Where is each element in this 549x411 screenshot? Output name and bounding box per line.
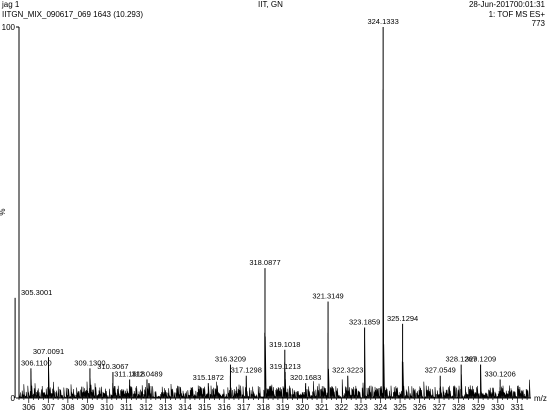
peak-label: 321.3149 (312, 292, 343, 301)
peak-label: 311.1618 (114, 369, 145, 378)
peak-label: 320.1683 (290, 373, 321, 382)
peak-label: 324.1333 (367, 17, 398, 26)
x-tick-label: 323 (354, 403, 368, 411)
x-tick-label: 319 (276, 403, 290, 411)
x-tick-label: 314 (178, 403, 192, 411)
x-tick-label: 324 (374, 403, 388, 411)
x-tick-label: 320 (296, 403, 310, 411)
spectrum-trace (18, 89, 531, 400)
x-tick-label: 318 (257, 403, 271, 411)
x-tick-label: 327 (432, 403, 446, 411)
x-tick-label: 315 (198, 403, 212, 411)
x-tick-label: 322 (335, 403, 349, 411)
x-tick-label: 317 (237, 403, 251, 411)
x-tick-label: 309 (81, 403, 95, 411)
x-tick-label: 326 (413, 403, 427, 411)
peak-label: 306.1100 (21, 358, 52, 367)
x-tick-label: 307 (42, 403, 56, 411)
peak-label: 322.3223 (332, 366, 363, 375)
y-tick-label: 100 (2, 23, 16, 32)
x-tick-label: 331 (511, 403, 525, 411)
scan-mode: 1: TOF MS ES+ (488, 10, 545, 19)
y-tick-label: 0 (11, 394, 16, 403)
instrument-site: IIT, GN (258, 0, 283, 9)
x-tick-label: 308 (61, 403, 75, 411)
peak-label: 329.1209 (465, 355, 496, 364)
peak-label: 309.1300 (74, 358, 105, 367)
x-tick-label: 310 (100, 403, 114, 411)
peak-label: 319.1213 (270, 362, 301, 371)
peak-label: 315.1872 (193, 373, 224, 382)
peak-label: 318.0877 (249, 258, 280, 267)
peak-label: 312.0489 (131, 369, 162, 378)
max-intensity: 773 (531, 19, 545, 28)
peak-label: 305.3001 (21, 288, 52, 297)
x-axis-label: m/z (534, 394, 547, 403)
x-tick-label: 328 (452, 403, 466, 411)
x-tick-label: 306 (22, 403, 36, 411)
x-tick-label: 321 (315, 403, 329, 411)
x-tick-label: 311 (120, 403, 133, 411)
peak-label: 310.3067 (97, 362, 128, 371)
x-tick-label: 312 (139, 403, 153, 411)
x-tick-label: 313 (159, 403, 173, 411)
peak-label: 325.1294 (387, 314, 418, 323)
peak-label: 316.3209 (215, 355, 246, 364)
sample-name: jag 1 (2, 0, 20, 9)
peak-label: 323.1859 (349, 318, 380, 327)
peak-label: 330.1206 (484, 369, 515, 378)
peak-label: 317.1298 (231, 366, 262, 375)
x-tick-label: 329 (472, 403, 486, 411)
peak-label: 319.1018 (269, 340, 300, 349)
peak-label: 328.1267 (446, 355, 477, 364)
x-tick-label: 330 (491, 403, 505, 411)
peak-label: 327.0549 (425, 366, 456, 375)
peak-label: 307.0091 (33, 347, 64, 356)
file-info: IITGN_MIX_090617_069 1643 (10.293) (2, 10, 143, 19)
x-tick-label: 316 (218, 403, 232, 411)
acquisition-datetime: 28-Jun-201700:01:31 (468, 0, 545, 9)
x-tick-label: 325 (393, 403, 407, 411)
y-axis-label: % (0, 208, 7, 215)
